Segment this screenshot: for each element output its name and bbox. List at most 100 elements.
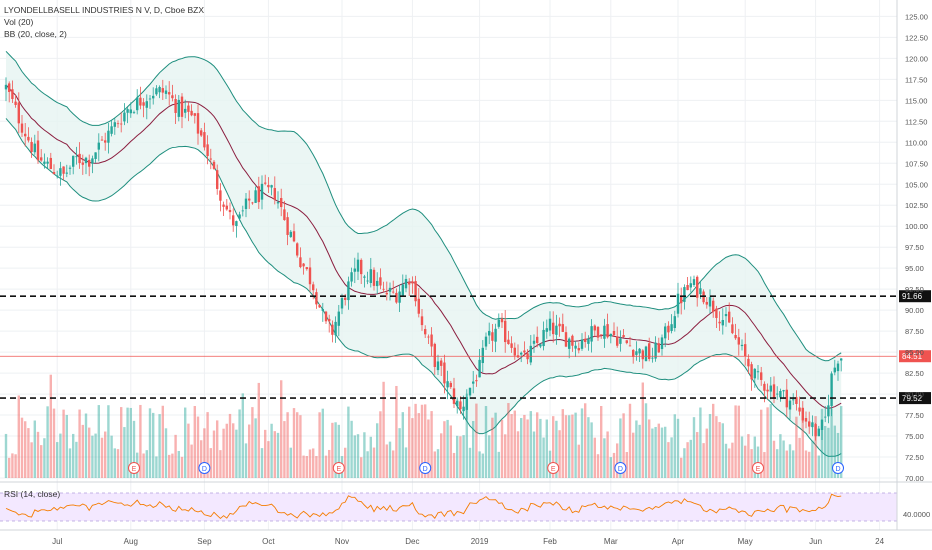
candle-body [494, 328, 497, 342]
candle-body [814, 424, 817, 437]
candle-body [440, 360, 443, 366]
candle-body [708, 297, 712, 307]
candle-body [712, 300, 715, 312]
candle-body [731, 324, 734, 334]
volume-bar [596, 454, 600, 478]
y-tick-label: 77.50 [905, 411, 924, 420]
candles [4, 77, 843, 441]
volume-bar [587, 417, 590, 478]
level-label: 79.52 [902, 394, 923, 403]
candle-body [132, 111, 136, 113]
candle-body [785, 389, 788, 408]
candle-body [766, 389, 769, 392]
candle-body [312, 284, 315, 291]
candle-body [104, 140, 107, 143]
candle-body [619, 338, 622, 344]
candle-body [587, 338, 590, 344]
candle-body [385, 292, 388, 295]
volume-bar [440, 433, 443, 478]
volume-bar [481, 453, 484, 478]
candle-body [209, 158, 212, 160]
volume-bar [238, 409, 241, 478]
candle-body [497, 319, 500, 327]
candle-body [328, 318, 331, 322]
candle-body [350, 272, 353, 282]
volume-bar [798, 437, 801, 478]
volume-bar [622, 413, 625, 478]
candle-body [52, 172, 56, 175]
candle-body [8, 83, 11, 92]
candle-body [580, 339, 584, 349]
candle-body [475, 380, 478, 382]
volume-bar [734, 405, 737, 478]
volume-bar [536, 412, 539, 478]
candle-body [820, 419, 824, 430]
volume-bar [100, 437, 104, 478]
volume-bar [302, 455, 305, 478]
candle-body [376, 280, 379, 287]
event-label: E [756, 466, 761, 473]
volume-bar [532, 431, 536, 478]
y-tick-label: 110.00 [905, 138, 927, 147]
candle-body [606, 324, 609, 338]
candle-body [590, 326, 593, 342]
volume-bar [516, 431, 520, 478]
volume-bar [145, 450, 148, 478]
volume-bar [638, 424, 641, 478]
rsi-tick-label: 40.0000 [903, 510, 930, 519]
candle-body [756, 371, 760, 373]
candle-body [238, 214, 241, 219]
candle-body [276, 202, 280, 204]
candle-body [372, 269, 376, 286]
y-tick-label: 70.00 [905, 474, 924, 483]
event-label: E [336, 466, 341, 473]
volume-bar [612, 452, 616, 478]
y-tick-label: 105.00 [905, 180, 928, 189]
candle-body [139, 97, 142, 106]
candle-body [379, 277, 382, 286]
candle-body [62, 166, 65, 174]
candle-body [360, 259, 363, 275]
volume-bar [171, 453, 174, 478]
volume-bar [814, 416, 817, 478]
volume-bar [312, 448, 315, 478]
candle-body [420, 316, 424, 326]
volume-bar [155, 456, 158, 478]
candle-body [148, 98, 152, 100]
candle-body [142, 102, 145, 106]
volume-bar [673, 414, 676, 478]
volume-bar [177, 450, 180, 478]
volume-bar [321, 408, 324, 478]
candle-body [280, 198, 283, 208]
volume-bar [43, 438, 46, 478]
y-tick-label: 102.50 [905, 201, 928, 210]
volume-bar [113, 448, 116, 478]
candle-body [4, 84, 8, 90]
volume-bar [116, 449, 120, 478]
dividend-marker: D [614, 462, 627, 474]
volume-bar [52, 408, 56, 478]
volume-bar [475, 403, 478, 478]
volume-bar [232, 423, 235, 478]
volume-bar [404, 447, 408, 478]
candle-body [443, 362, 446, 384]
volume-bar [436, 449, 440, 478]
candle-body [500, 318, 504, 323]
volume-bar [657, 423, 660, 478]
volume-bar [651, 428, 654, 478]
y-tick-label: 75.00 [905, 432, 924, 441]
volume-bar [590, 422, 593, 478]
candle-body [529, 345, 532, 363]
candle-body [203, 132, 206, 148]
volume-bar [276, 432, 280, 478]
volume-bar [452, 452, 456, 478]
y-tick-label: 122.50 [905, 33, 928, 42]
candle-body [449, 382, 452, 388]
y-tick-label: 115.00 [905, 96, 927, 105]
candle-body [216, 170, 219, 189]
candle-body [46, 161, 49, 164]
volume-bar [641, 382, 644, 478]
volume-bar [568, 415, 571, 478]
